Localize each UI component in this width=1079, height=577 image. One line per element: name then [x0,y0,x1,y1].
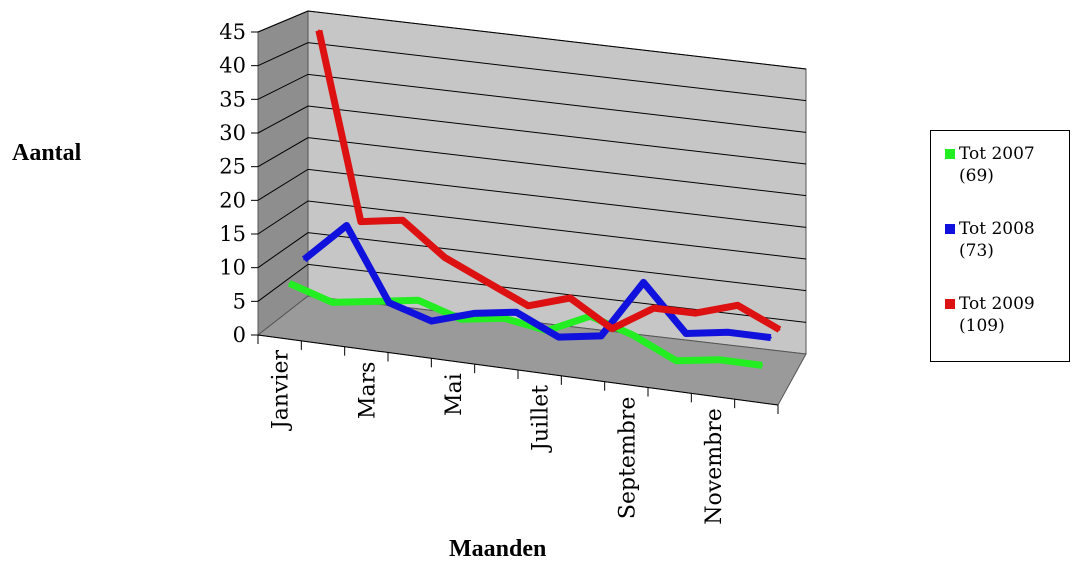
data-point [401,219,404,222]
data-point [718,358,721,361]
data-point [443,256,446,259]
data-point [331,301,334,304]
gridline [257,137,807,197]
data-point [430,320,433,323]
series-line-tot-2009 [315,29,782,333]
legend-label-tot-2008: Tot 2008 [959,219,1035,239]
y-axis-label: Aantal [12,140,82,166]
y-tick-label: 25 [219,155,246,179]
gridline [257,168,807,228]
data-point [303,258,306,261]
data-point [727,331,730,334]
data-point [485,280,488,283]
data-point [761,364,764,367]
y-tick-label: 5 [233,289,246,313]
data-point [515,311,518,314]
x-tick-label: Janvier [269,349,294,431]
data-point [694,312,697,315]
gridline [257,105,807,165]
legend-count-tot-2008: (73) [959,241,994,261]
y-tick-label: 45 [219,20,246,44]
legend-swatch-tot-2009 [945,299,955,309]
gridline [257,10,807,70]
legend-count-tot-2009: (109) [959,316,1005,336]
data-point [642,281,645,284]
series-line-tot-2008 [302,222,772,342]
x-tick-label: Septembre [615,397,640,520]
x-tick-label: Novembre [702,408,727,524]
data-point [600,334,603,337]
gridline [257,232,807,292]
data-point [611,327,613,330]
data-point [736,304,739,307]
x-tick-label: Juillet [529,385,554,453]
data-point [675,359,678,362]
y-tick-label: 20 [219,188,246,212]
y-tick-label: 30 [219,121,246,145]
data-point [359,220,362,223]
legend-swatch-tot-2008 [945,224,955,234]
data-point [317,29,320,32]
x-axis-label: Maanden [449,536,547,562]
data-point [345,224,348,227]
data-point [374,300,377,303]
y-tick-label: 10 [219,256,246,280]
gridline [257,200,807,260]
data-point [557,336,560,339]
data-point [769,336,772,339]
data-point [527,304,530,307]
y-tick-label: 40 [219,54,246,78]
y-tick-label: 35 [219,87,246,111]
y-tick-label: 15 [219,222,246,246]
data-point [652,307,655,310]
data-point [778,328,781,331]
legend-count-tot-2007: (69) [959,166,994,186]
legend-swatch-tot-2007 [945,149,955,159]
data-point [417,299,420,302]
legend-label-tot-2007: Tot 2007 [959,144,1035,164]
y-tick-label: 0 [233,323,246,347]
data-point [472,312,475,315]
data-point [388,301,391,304]
x-tick-label: Mars [355,362,380,419]
series-line-tot-2007 [288,280,763,369]
legend: Tot 2007 (69) Tot 2008 (73) Tot 2009 (109) [930,130,1070,362]
gridline [257,42,807,102]
data-point [288,282,291,285]
data-point [684,332,687,335]
data-point [569,297,572,300]
legend-label-tot-2009: Tot 2009 [959,294,1035,314]
x-tick-label: Mai [442,373,467,416]
gridline [257,263,807,323]
gridline [257,73,807,133]
data-point [503,317,506,320]
data-point [632,334,635,337]
